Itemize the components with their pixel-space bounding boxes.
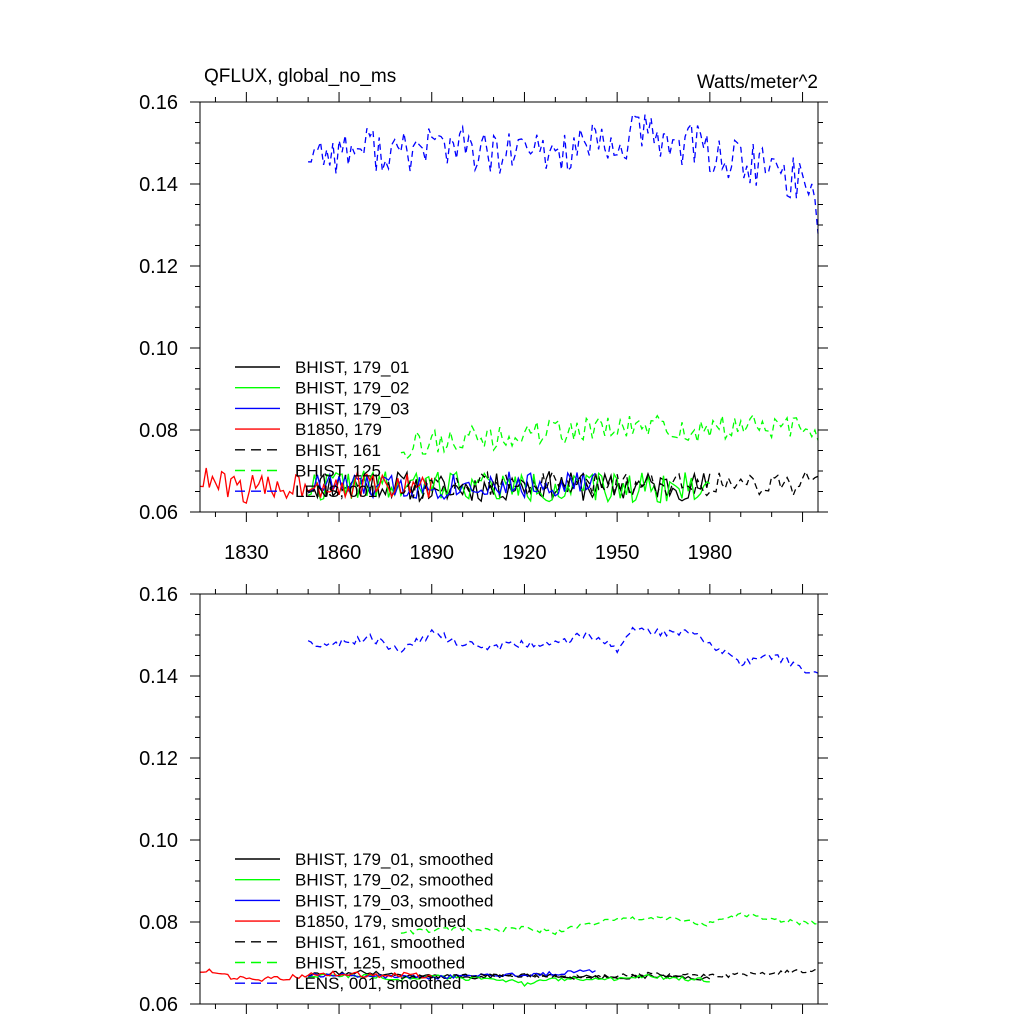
legend-label: LENS, 001 (295, 482, 377, 501)
y-tick-label: 0.16 (139, 584, 178, 606)
x-tick-label: 1950 (595, 542, 640, 564)
plot-frame (199, 101, 819, 513)
y-tick-label: 0.08 (139, 912, 178, 934)
x-tick-label: 1920 (502, 542, 547, 564)
legend-label: BHIST, 161 (295, 441, 381, 460)
chart-title: QFLUX, global_no_ms (204, 66, 396, 87)
units-label: Watts/meter^2 (697, 72, 818, 93)
series-line-1-6 (307, 626, 819, 674)
series-line-1-5 (400, 912, 819, 936)
y-tick-label: 0.14 (139, 666, 178, 688)
y-tick-label: 0.14 (139, 174, 178, 196)
bottom-panel: 0.06 0.08 0.10 0.12 0.14 0.16 BHIST, 179_01, s… (139, 584, 828, 1016)
plot-frame (199, 593, 819, 1005)
legend-label: BHIST, 161, smoothed (295, 933, 465, 952)
x-tick-label: 1860 (317, 542, 362, 564)
series-line-0-3 (199, 467, 433, 505)
legend-label: BHIST, 179_03, smoothed (295, 891, 493, 910)
y-tick-label: 0.10 (139, 830, 178, 852)
legend-label: B1850, 179 (295, 420, 382, 439)
series-line-1-3 (200, 968, 433, 982)
series-line-1-1 (308, 973, 710, 988)
y-tick-label: 0.08 (139, 420, 178, 442)
y-tick-label: 0.16 (139, 92, 178, 114)
series-line-0-6 (308, 113, 819, 234)
x-tick-label: 1830 (224, 542, 269, 564)
legend-label: BHIST, 179_03 (295, 399, 409, 418)
legend-label: LENS, 001, smoothed (295, 974, 461, 993)
x-tick-label: 1980 (688, 542, 733, 564)
series-line-0-5 (400, 413, 819, 460)
y-tick-label: 0.12 (139, 256, 178, 278)
legend-label: BHIST, 179_02 (295, 379, 409, 398)
legend-label: BHIST, 179_01 (295, 358, 409, 377)
series-line-1-2 (308, 969, 596, 980)
y-tick-label: 0.06 (139, 502, 178, 524)
legend-label: BHIST, 179_01, smoothed (295, 850, 493, 869)
legend-label: BHIST, 125 (295, 462, 381, 481)
y-tick-label: 0.06 (139, 994, 178, 1016)
legend-label: BHIST, 179_02, smoothed (295, 871, 493, 890)
y-tick-label: 0.10 (139, 338, 178, 360)
legend-label: B1850, 179, smoothed (295, 912, 466, 931)
top-panel: 0.06 0.08 0.10 0.12 0.14 0.16 1830 1860 1890 1920… (139, 66, 828, 564)
legend-label: BHIST, 125, smoothed (295, 954, 465, 973)
series-line-0-4 (400, 469, 819, 500)
y-tick-label: 0.12 (139, 748, 178, 770)
x-tick-label: 1890 (410, 542, 455, 564)
